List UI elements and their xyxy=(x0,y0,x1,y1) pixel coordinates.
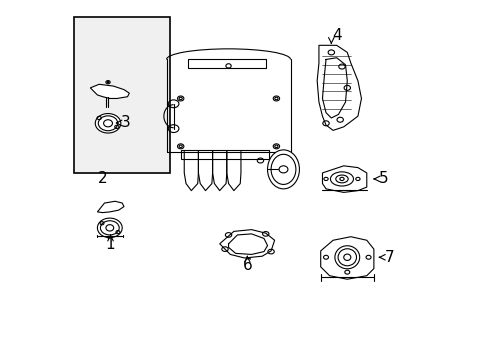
Text: 3: 3 xyxy=(121,116,130,130)
Polygon shape xyxy=(320,237,373,279)
Text: 5: 5 xyxy=(378,171,387,186)
Text: 4: 4 xyxy=(332,28,342,43)
Bar xyxy=(74,17,170,173)
Polygon shape xyxy=(97,201,124,213)
Bar xyxy=(187,59,265,68)
Text: 2: 2 xyxy=(98,171,107,186)
Bar xyxy=(181,150,269,159)
Text: 6: 6 xyxy=(242,258,252,273)
Text: 1: 1 xyxy=(105,237,115,252)
Ellipse shape xyxy=(97,218,122,238)
Polygon shape xyxy=(317,45,361,130)
Polygon shape xyxy=(219,230,274,258)
Polygon shape xyxy=(322,166,366,192)
Polygon shape xyxy=(90,84,129,99)
Ellipse shape xyxy=(95,113,121,133)
Text: 7: 7 xyxy=(384,250,393,265)
Ellipse shape xyxy=(267,150,299,189)
